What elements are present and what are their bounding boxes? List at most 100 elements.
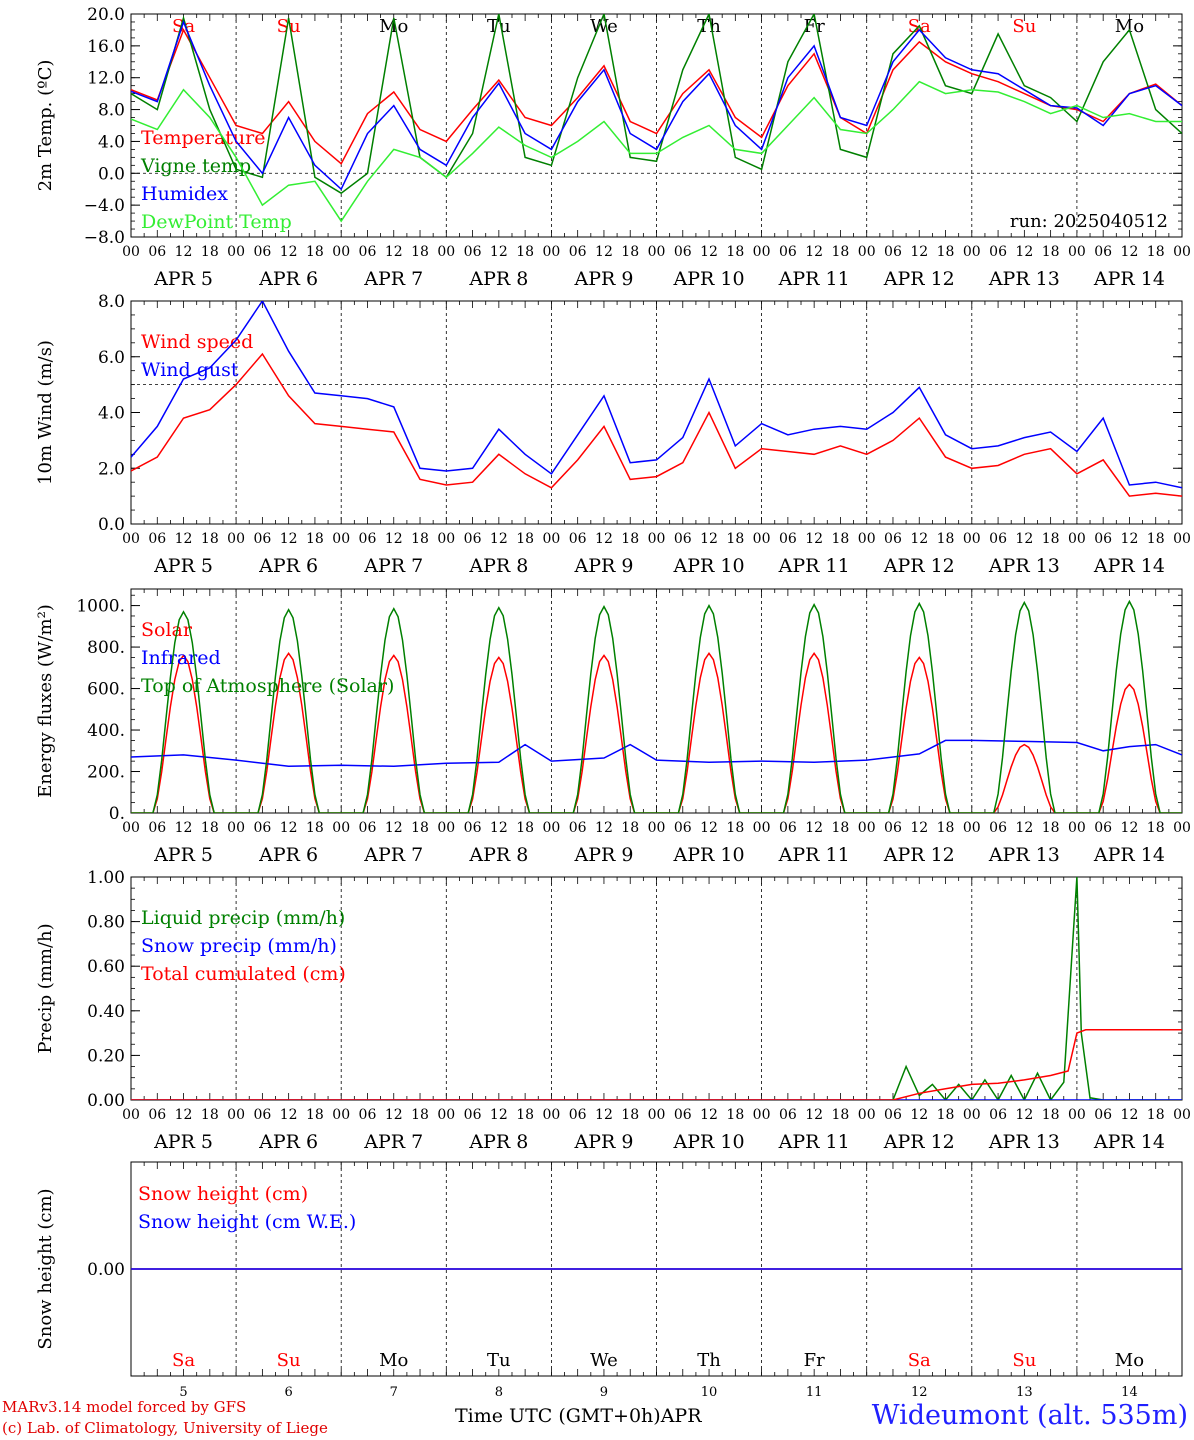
legend-entry: Top of Atmosphere (Solar) [141, 675, 394, 697]
hour-tick-label: 18 [832, 820, 850, 836]
hour-tick-label: 00 [963, 1107, 981, 1123]
hour-tick-label: 00 [1173, 244, 1191, 260]
legend-entry: Snow precip (mm/h) [141, 935, 337, 957]
panel-frame [130, 588, 1183, 814]
hour-tick-label: 18 [621, 244, 639, 260]
hour-tick-label: 06 [1094, 820, 1112, 836]
hour-tick-label: 00 [542, 531, 560, 547]
date-label: APR 9 [573, 1131, 633, 1153]
hour-tick-label: 06 [674, 820, 692, 836]
hour-tick-label: 18 [621, 531, 639, 547]
hour-tick-label: 00 [1173, 531, 1191, 547]
legend-entry: Temperature [141, 127, 265, 149]
y-tick-label: 0.00 [87, 1260, 125, 1280]
date-label: APR 14 [1093, 268, 1165, 290]
hour-tick-label: 00 [648, 1107, 666, 1123]
hour-tick-label: 18 [516, 531, 534, 547]
hour-tick-label: 12 [1121, 531, 1139, 547]
model-credit: MARv3.14 model forced by GFS [2, 1398, 247, 1416]
hour-tick-label: 06 [779, 244, 797, 260]
date-label: APR 5 [153, 268, 213, 290]
hour-tick-label: 12 [595, 1107, 613, 1123]
hour-tick-label: 12 [1015, 244, 1033, 260]
hour-tick-label: 00 [227, 244, 245, 260]
hour-tick-label: 18 [411, 244, 429, 260]
y-tick-label: 20.0 [87, 5, 125, 25]
hour-tick-label: 18 [1147, 1107, 1165, 1123]
hour-tick-label: 12 [910, 244, 928, 260]
weekday-label: We [590, 1350, 618, 1371]
date-label: APR 5 [153, 844, 213, 866]
hour-tick-label: 12 [910, 1107, 928, 1123]
weekday-label: We [590, 16, 618, 37]
hour-tick-label: 00 [1068, 244, 1086, 260]
hour-tick-label: 06 [148, 531, 166, 547]
hour-tick-label: 00 [122, 531, 140, 547]
hour-tick-label: 12 [805, 244, 823, 260]
hour-tick-label: 06 [148, 1107, 166, 1123]
hour-tick-label: 12 [280, 244, 298, 260]
series-line [131, 80, 1182, 223]
hour-tick-label: 12 [385, 531, 403, 547]
hour-tick-label: 18 [937, 1107, 955, 1123]
y-tick-label: 0. [109, 804, 125, 824]
hour-tick-label: 12 [490, 820, 508, 836]
hour-tick-label: 00 [437, 531, 455, 547]
hour-tick-label: 00 [858, 1107, 876, 1123]
hour-tick-label: 06 [989, 244, 1007, 260]
y-tick-label: −4.0 [84, 196, 125, 216]
date-label: APR 10 [673, 844, 745, 866]
hour-tick-label: 18 [411, 1107, 429, 1123]
weekday-label: Mo [1115, 1350, 1144, 1371]
hour-tick-label: 00 [648, 820, 666, 836]
hour-tick-label: 12 [175, 1107, 193, 1123]
hour-tick-label: 00 [332, 531, 350, 547]
hour-tick-label: 06 [569, 1107, 587, 1123]
hour-tick-label: 06 [779, 531, 797, 547]
hour-tick-label: 12 [385, 1107, 403, 1123]
hour-tick-label: 12 [595, 531, 613, 547]
hour-tick-label: 18 [937, 244, 955, 260]
hour-tick-label: 06 [148, 820, 166, 836]
date-label: APR 7 [363, 844, 423, 866]
hour-tick-label: 00 [332, 1107, 350, 1123]
day-number-label: 14 [1121, 1385, 1138, 1400]
hour-tick-label: 12 [280, 1107, 298, 1123]
hour-tick-label: 12 [805, 531, 823, 547]
hour-tick-label: 06 [148, 244, 166, 260]
day-number-label: 9 [600, 1385, 608, 1400]
hour-tick-label: 12 [1015, 531, 1033, 547]
date-label: APR 12 [883, 268, 955, 290]
hour-tick-label: 06 [569, 244, 587, 260]
hour-tick-label: 12 [175, 531, 193, 547]
day-number-label: 13 [1016, 1385, 1033, 1400]
weekday-label: Mo [379, 16, 408, 37]
date-label: APR 13 [988, 844, 1060, 866]
hour-tick-label: 12 [595, 244, 613, 260]
day-number-label: 7 [390, 1385, 398, 1400]
y-tick-label: 0.0 [98, 164, 125, 184]
hour-tick-label: 12 [700, 820, 718, 836]
date-label: APR 9 [573, 268, 633, 290]
hour-tick-label: 18 [937, 531, 955, 547]
hour-tick-label: 18 [1147, 531, 1165, 547]
hour-tick-label: 12 [595, 820, 613, 836]
hour-tick-label: 18 [1042, 1107, 1060, 1123]
hour-tick-label: 12 [490, 1107, 508, 1123]
hour-tick-label: 18 [306, 531, 324, 547]
hour-tick-label: 06 [1094, 1107, 1112, 1123]
hour-tick-label: 06 [464, 531, 482, 547]
hour-tick-label: 00 [122, 820, 140, 836]
hour-tick-label: 06 [1094, 531, 1112, 547]
hour-tick-label: 06 [464, 1107, 482, 1123]
hour-tick-label: 00 [1068, 531, 1086, 547]
hour-tick-label: 00 [1068, 820, 1086, 836]
hour-tick-label: 00 [858, 531, 876, 547]
date-label: APR 6 [258, 844, 318, 866]
legend-entry: Humidex [141, 183, 228, 205]
hour-tick-label: 00 [332, 820, 350, 836]
weekday-label: Fr [804, 1350, 825, 1371]
y-tick-label: 0.00 [87, 1091, 125, 1111]
date-label: APR 8 [468, 555, 528, 577]
